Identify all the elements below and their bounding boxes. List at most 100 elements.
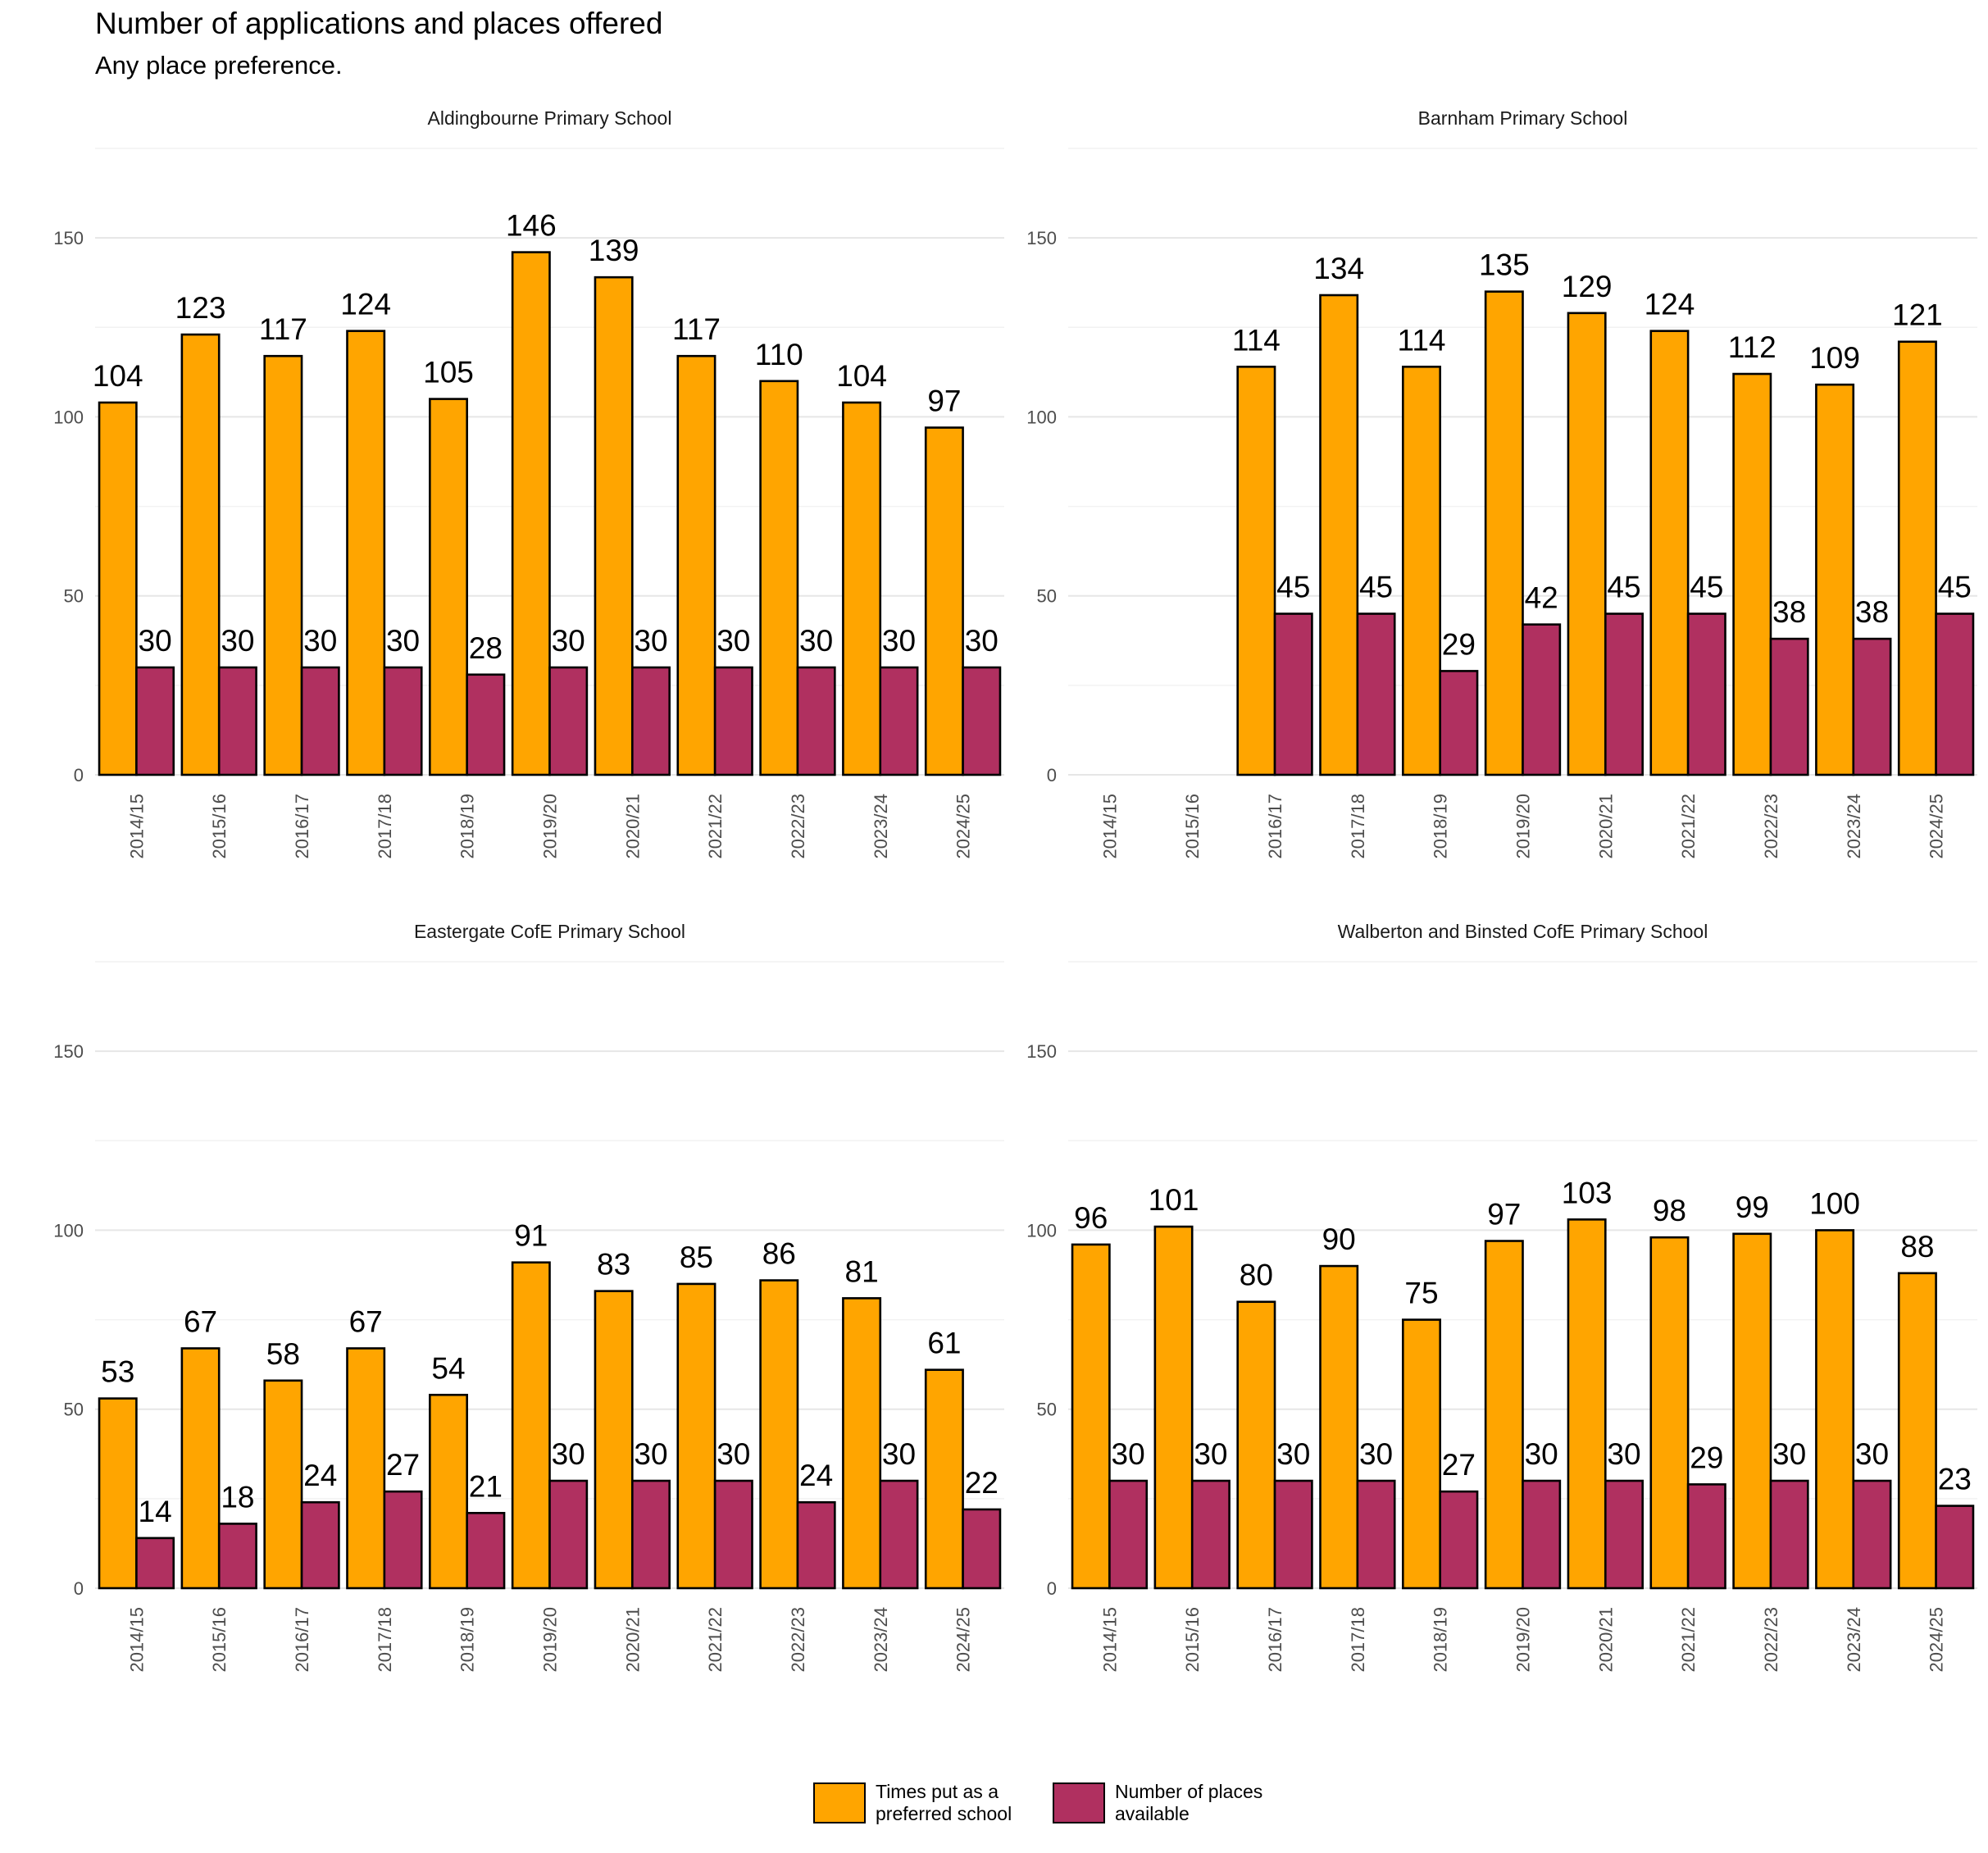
x-tick-label: 2021/22 [1678, 794, 1699, 859]
data-label-places: 30 [1276, 1437, 1310, 1471]
data-label-applications: 117 [259, 312, 307, 346]
data-label-places: 27 [386, 1448, 420, 1482]
bar-places [1686, 1483, 1726, 1590]
data-label-applications: 139 [589, 234, 639, 267]
legend-label-places-line1: Number of places [1115, 1781, 1263, 1802]
bar-applications [1484, 1240, 1524, 1590]
data-label-places: 21 [469, 1469, 503, 1503]
data-label-places: 30 [139, 624, 172, 658]
data-label-applications: 101 [1149, 1183, 1199, 1217]
bar-applications [842, 1297, 882, 1590]
x-tick-label: 2015/16 [1182, 794, 1203, 859]
x-tick-label: 2020/21 [1595, 794, 1616, 859]
x-tick-label: 2024/25 [1927, 794, 1947, 859]
bar-places [631, 1479, 671, 1590]
bar-applications [98, 1397, 138, 1590]
data-label-applications: 58 [266, 1337, 300, 1371]
bar-applications [1236, 366, 1276, 776]
data-label-applications: 98 [1653, 1194, 1686, 1227]
bar-places [962, 1508, 1002, 1590]
bar-places [796, 666, 836, 776]
bar-places [1935, 612, 1975, 776]
bar-places [962, 666, 1002, 776]
bar-places [1852, 1479, 1892, 1590]
y-tick-label: 150 [53, 1041, 84, 1062]
x-tick-label: 2015/16 [209, 1607, 230, 1673]
data-label-applications: 105 [423, 356, 474, 389]
data-label-applications: 104 [93, 359, 143, 393]
bar-applications [1897, 340, 1937, 776]
x-tick-label: 2024/25 [1927, 1607, 1947, 1673]
bar-applications [1815, 1229, 1855, 1590]
bar-applications [346, 330, 386, 776]
bar-applications [1153, 1225, 1194, 1590]
data-label-places: 30 [552, 1437, 585, 1471]
bar-places [1356, 612, 1396, 776]
legend-label-places: Number of places available [1115, 1781, 1279, 1825]
x-tick-label: 2019/20 [540, 794, 561, 859]
legend-label-applications-line2: preferred school [876, 1803, 1012, 1824]
legend-item-places: Number of places available [1053, 1781, 1279, 1825]
data-label-places: 30 [1194, 1437, 1227, 1471]
data-label-places: 30 [1359, 1437, 1393, 1471]
data-label-places: 29 [1442, 627, 1476, 661]
bar-applications [1815, 383, 1855, 776]
data-label-places: 24 [303, 1459, 337, 1492]
chart-title: Number of applications and places offere… [95, 7, 663, 40]
x-tick-label: 2020/21 [622, 1607, 643, 1673]
bar-applications [429, 398, 468, 776]
y-tick-label: 100 [1026, 407, 1057, 427]
x-tick-label: 2014/15 [126, 794, 147, 859]
bar-places [1273, 612, 1313, 776]
bar-applications [511, 251, 551, 776]
data-label-places: 29 [1690, 1441, 1723, 1474]
bar-places [300, 666, 340, 776]
data-label-applications: 99 [1736, 1191, 1769, 1224]
data-label-applications: 90 [1322, 1222, 1356, 1256]
bar-places [383, 1490, 423, 1590]
bar-places [796, 1500, 836, 1590]
data-label-applications: 81 [845, 1254, 879, 1288]
panel-title: Aldingbourne Primary School [428, 107, 672, 129]
data-label-places: 38 [1855, 595, 1889, 629]
y-tick-label: 150 [53, 228, 84, 248]
bar-places [217, 1523, 257, 1590]
y-tick-label: 150 [1026, 1041, 1057, 1062]
x-tick-label: 2014/15 [126, 1607, 147, 1673]
data-label-applications: 67 [184, 1304, 217, 1338]
bar-applications [1071, 1243, 1111, 1590]
legend: Times put as a preferred school Number o… [813, 1781, 1292, 1825]
bar-applications [1649, 1236, 1690, 1590]
data-label-places: 30 [386, 624, 420, 658]
data-label-places: 24 [799, 1459, 833, 1492]
data-label-places: 30 [882, 624, 916, 658]
data-label-applications: 124 [340, 288, 391, 321]
data-label-places: 30 [716, 1437, 750, 1471]
bar-applications [924, 426, 964, 776]
bar-places [135, 1537, 175, 1590]
data-label-applications: 121 [1892, 298, 1943, 332]
panel-eastergate-cofe-primary-school: 0 50 100 150 Eastergate CofE Primary School 5… [53, 921, 1004, 1673]
x-tick-label: 2018/19 [457, 794, 478, 859]
data-label-places: 45 [1690, 571, 1723, 604]
data-label-places: 30 [1112, 1437, 1145, 1471]
bar-places [879, 1479, 919, 1590]
bar-applications [1236, 1300, 1276, 1590]
bar-places [879, 666, 919, 776]
legend-label-applications-line1: Times put as a [876, 1781, 999, 1802]
bar-applications [842, 401, 882, 776]
bar-places [713, 666, 753, 776]
legend-label-places-line2: available [1115, 1803, 1190, 1824]
data-label-applications: 112 [1728, 330, 1776, 364]
bar-applications [1402, 366, 1441, 776]
data-label-applications: 97 [1487, 1198, 1521, 1232]
data-label-places: 18 [221, 1480, 254, 1514]
data-label-places: 30 [1772, 1437, 1806, 1471]
bar-places [466, 673, 506, 776]
bar-applications [1484, 290, 1524, 776]
panel-title: Walberton and Binsted CofE Primary Schoo… [1338, 921, 1708, 942]
x-tick-label: 2015/16 [209, 794, 230, 859]
y-tick-label: 0 [74, 765, 84, 785]
bar-places [1686, 612, 1726, 776]
